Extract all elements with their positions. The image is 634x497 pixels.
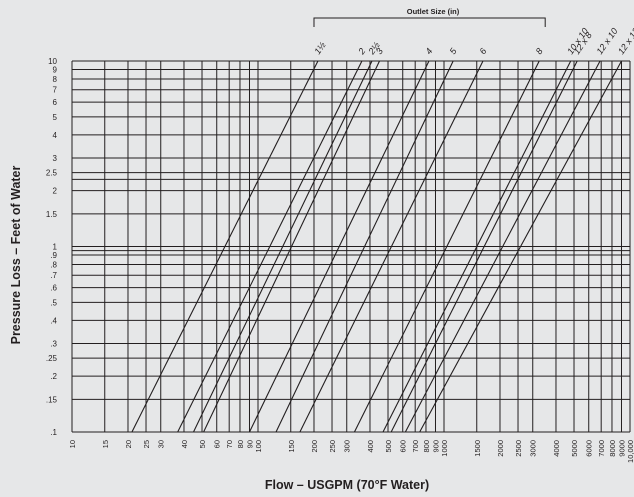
y-tick-label: 3 — [53, 154, 58, 163]
x-tick-label: 2500 — [514, 440, 523, 457]
grid — [71, 60, 631, 433]
series-line — [404, 60, 601, 433]
series-line — [275, 60, 454, 433]
x-tick-label: 90 — [245, 440, 254, 448]
series-label: 6 — [477, 46, 488, 56]
y-tick-label: .1 — [50, 428, 57, 437]
x-tick-label: 600 — [399, 440, 408, 453]
x-tick-label: 4000 — [552, 440, 561, 457]
y-tick-label: .6 — [50, 284, 57, 293]
series-line — [353, 60, 540, 433]
x-tick-label: 8000 — [608, 440, 617, 457]
x-tick-label: 900 — [431, 440, 440, 453]
x-tick-label: 800 — [422, 440, 431, 453]
series-line — [390, 60, 578, 433]
series-label: 1½ — [312, 40, 328, 56]
x-tick-label: 150 — [287, 440, 296, 453]
x-tick-label: 5000 — [570, 440, 579, 457]
series-label: 12 x 10 — [594, 26, 619, 56]
x-tick-label: 700 — [411, 440, 420, 453]
y-tick-label: .5 — [50, 298, 57, 307]
series-line — [193, 60, 373, 433]
x-axis-title: Flow – USGPM (70°F Water) — [265, 478, 429, 492]
series-label: 4 — [423, 46, 434, 56]
y-tick-label: 5 — [53, 113, 58, 122]
y-axis-title: Pressure Loss – Feet of Water — [9, 165, 23, 344]
x-tick-label: 25 — [142, 440, 151, 448]
x-tick-label: 500 — [384, 440, 393, 453]
x-tick-label: 9000 — [617, 440, 626, 457]
y-tick-label: 7 — [53, 86, 58, 95]
x-tick-label: 6000 — [585, 440, 594, 457]
x-tick-label: 1000 — [440, 440, 449, 457]
outlet-size-header: Outlet Size (in) — [407, 7, 460, 16]
series-line — [203, 60, 380, 433]
series-label: 8 — [534, 46, 545, 56]
bracket-line — [313, 17, 546, 27]
y-tick-labels: .1 .15 .2 .25 .3 .4 .5 .6 .7 .8.91 1.5 2 2.5 3 4 5 6 7 891… — [46, 57, 58, 437]
y-tick-label: .15 — [46, 395, 58, 404]
x-tick-label: 250 — [328, 440, 337, 453]
x-tick-label: 200 — [310, 440, 319, 453]
series-label: 12 x 12 — [616, 26, 634, 56]
x-tick-label: 3000 — [529, 440, 538, 457]
y-tick-label: 4 — [53, 131, 58, 140]
x-tick-label: 100 — [254, 440, 263, 453]
series-line — [382, 60, 572, 433]
x-tick-label: 2000 — [496, 440, 505, 457]
y-tick-label: 2.5 — [46, 169, 58, 178]
x-tick-label: 60 — [213, 440, 222, 448]
x-tick-label: 400 — [366, 440, 375, 453]
y-tick-label: .7 — [50, 271, 57, 280]
outlet-size-bracket — [313, 17, 546, 27]
x-tick-label: 10 — [68, 440, 77, 448]
y-tick-label: 9 — [53, 65, 58, 74]
y-tick-label: 2 — [53, 187, 58, 196]
series-line — [419, 60, 622, 433]
x-tick-label: 300 — [343, 440, 352, 453]
x-tick-label: 15 — [101, 440, 110, 448]
series-label: 3 — [374, 46, 385, 56]
x-tick-labels: 10 15 20 25 30 40 50 60 70 80 90 100 150 200 250 300 400… — [68, 440, 634, 463]
series-line — [131, 60, 319, 433]
y-tick-label: 10 — [48, 57, 57, 66]
series-label: 5 — [448, 45, 460, 56]
y-tick-label: .2 — [50, 372, 57, 381]
y-tick-label: .25 — [46, 354, 58, 363]
series-line — [299, 60, 484, 433]
y-tick-label: .8 — [50, 260, 57, 269]
series-label: 2 — [356, 46, 368, 57]
x-tick-label: 50 — [198, 440, 207, 448]
x-tick-label: 80 — [236, 440, 245, 448]
series-line — [177, 60, 363, 433]
x-tick-label: 10,000 — [626, 440, 634, 463]
x-tick-label: 7000 — [597, 440, 606, 457]
y-tick-label: .4 — [50, 316, 57, 325]
x-tick-label: 70 — [225, 440, 234, 448]
y-tick-label: 1 — [53, 243, 58, 252]
y-tick-label: .3 — [50, 339, 57, 348]
y-tick-label: .9 — [50, 251, 57, 260]
series-lines — [131, 60, 622, 433]
y-tick-label: 8 — [53, 75, 58, 84]
x-tick-label: 40 — [180, 440, 189, 448]
y-tick-label: 6 — [53, 98, 58, 107]
x-tick-label: 1500 — [473, 440, 482, 457]
x-tick-label: 30 — [157, 440, 166, 448]
y-tick-label: 1.5 — [46, 210, 58, 219]
series-line — [248, 60, 430, 433]
x-tick-label: 20 — [124, 440, 133, 448]
